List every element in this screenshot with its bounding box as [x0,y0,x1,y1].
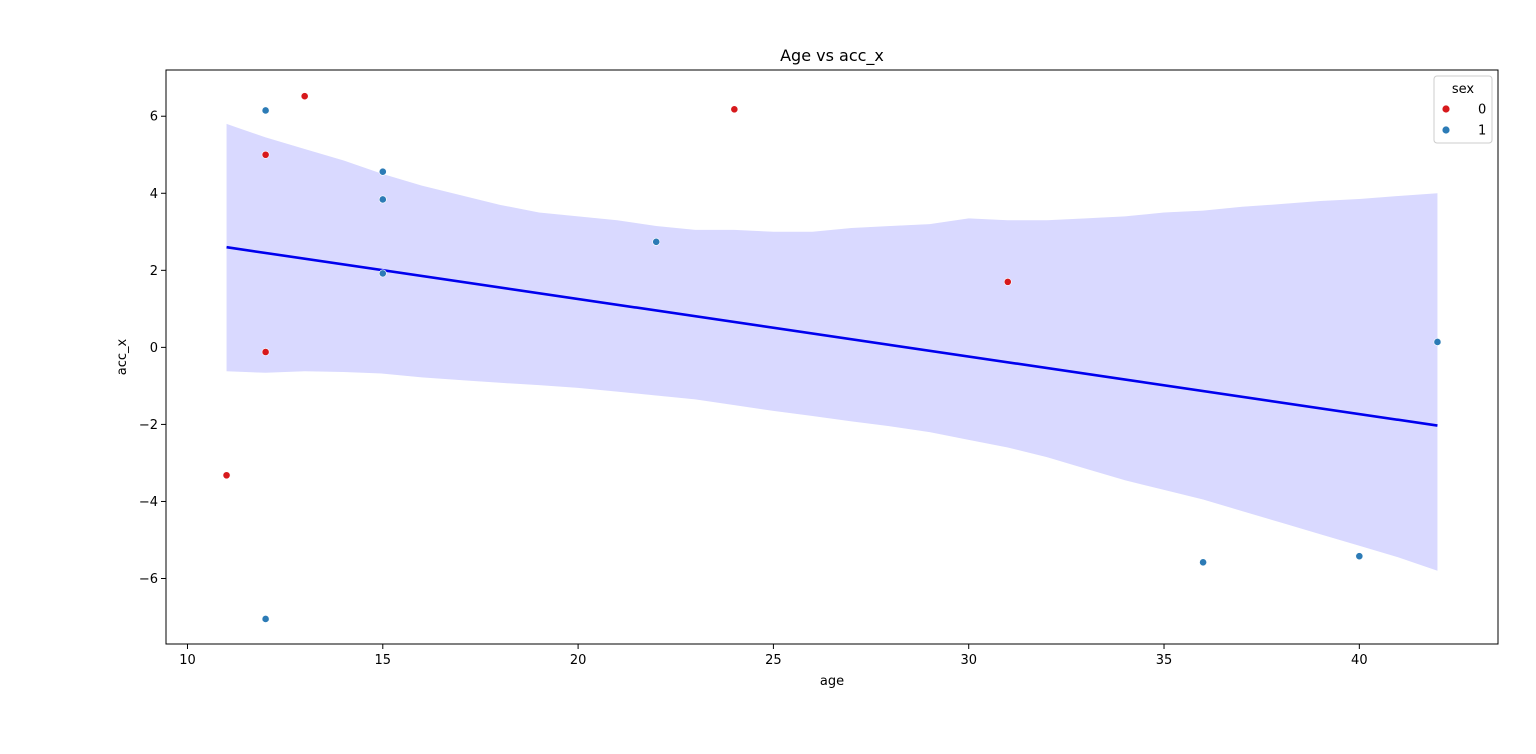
data-point-sex-1 [261,615,270,623]
y-axis-ticks: −6 −4 −2 0 2 4 6 [139,110,166,587]
data-point-sex-1 [378,195,387,204]
y-tick-label: −4 [139,495,158,510]
confidence-band [226,123,1438,571]
y-axis-label: acc_x [115,338,130,375]
data-point-sex-1 [378,167,387,176]
legend-box [1433,75,1493,144]
data-point-sex-1 [652,237,661,246]
legend-marker [1442,105,1450,113]
data-point-sex-1 [378,269,387,278]
legend: sex 01 [1433,75,1493,144]
x-tick-label: 35 [1156,653,1173,668]
data-point-sex-0 [300,92,309,101]
legend-label: 1 [1478,124,1486,139]
legend-entries: 01 [1442,103,1486,139]
x-tick-label: 30 [960,653,977,668]
y-tick-label: 0 [150,341,158,356]
legend-title: sex [1452,82,1475,97]
x-tick-label: 15 [375,653,392,668]
data-point-sex-0 [261,150,270,159]
y-tick-label: 6 [150,110,158,125]
data-point-sex-0 [1003,277,1012,286]
data-point-sex-1 [261,106,270,115]
y-tick-label: −2 [139,418,158,433]
data-point-sex-0 [222,471,231,480]
legend-label: 0 [1478,103,1486,118]
y-tick-label: 2 [150,264,158,279]
regression-line [226,245,1438,427]
plot-frame [165,69,1499,645]
y-tick-label: 4 [150,187,158,202]
x-tick-label: 20 [570,653,587,668]
x-axis-ticks: 10 15 20 25 30 35 40 [179,644,1368,668]
data-point-sex-0 [730,105,739,114]
x-tick-label: 25 [765,653,782,668]
confidence-band-layer [226,123,1438,571]
regression-line-layer [226,245,1438,427]
x-tick-label: 10 [179,653,196,668]
x-axis-label: age [820,674,844,689]
chart-title: Age vs acc_x [780,46,884,66]
data-point-sex-0 [261,348,270,356]
y-tick-label: −6 [139,572,158,587]
data-point-sex-1 [1355,552,1364,561]
data-point-sex-1 [1199,558,1207,567]
x-tick-label: 40 [1351,653,1368,668]
data-points-layer [222,92,1442,623]
legend-marker [1442,126,1450,134]
data-point-sex-1 [1433,338,1442,346]
